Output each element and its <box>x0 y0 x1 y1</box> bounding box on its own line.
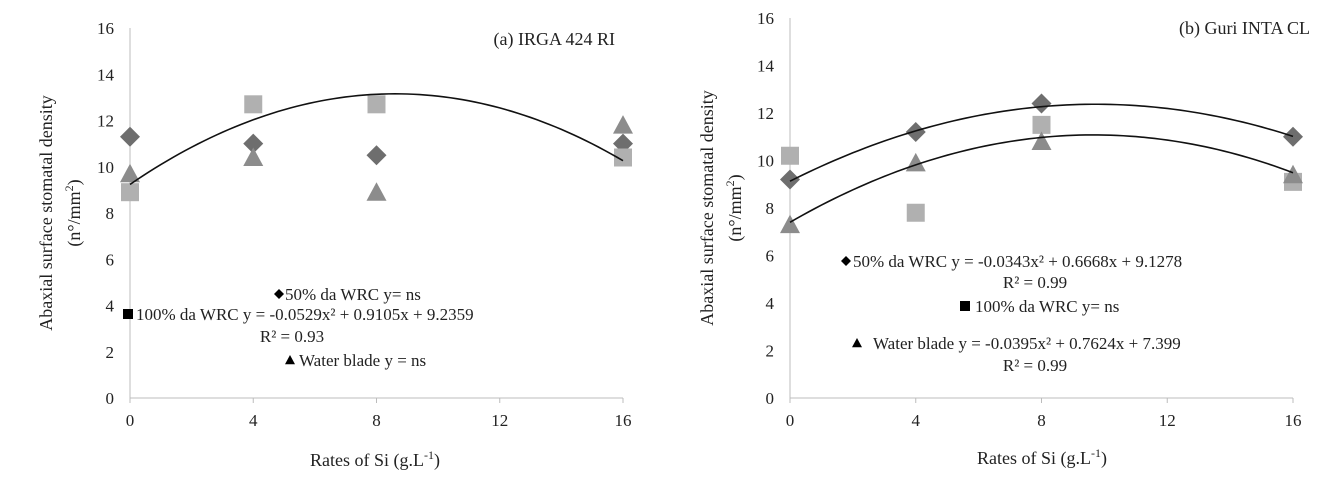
y-tick-label: 12 <box>97 112 114 131</box>
trendline <box>789 134 1294 223</box>
data-point-square <box>781 146 799 165</box>
legend-text: Water blade y = ns <box>299 351 426 370</box>
data-point-triangle <box>613 115 633 134</box>
data-point-square <box>244 95 263 114</box>
data-point-triangle <box>1283 164 1303 184</box>
legend-marker-square <box>960 301 970 311</box>
y-tick-label: 0 <box>106 389 115 408</box>
data-point-triangle <box>780 214 800 234</box>
x-tick-label: 16 <box>1285 411 1302 430</box>
y-axis-title: Abaxial surface stomatal density <box>36 95 56 330</box>
chart-title: (a) IRGA 424 RI <box>494 29 615 50</box>
y-tick-label: 6 <box>106 250 115 269</box>
legend-text: 50% da WRC y = -0.0343x² + 0.6668x + 9.1… <box>853 252 1182 271</box>
data-point-diamond <box>780 169 800 190</box>
legend-text: 50% da WRC y= ns <box>285 285 421 304</box>
data-point-square <box>367 95 386 114</box>
legend-marker-triangle <box>285 355 295 365</box>
data-point-triangle <box>120 163 140 183</box>
trendline <box>129 93 624 186</box>
chart-panel-a: 0 2 4 6 8 10 12 14 16 0 4 8 12 16 (a) IRGA 424 RI Abaxi… <box>36 19 633 471</box>
data-point-square <box>121 183 139 202</box>
data-point-diamond <box>243 133 264 154</box>
x-tick-label: 4 <box>912 411 921 430</box>
trendline <box>789 103 1294 182</box>
data-point-triangle <box>366 182 387 201</box>
data-point-diamond <box>120 126 140 147</box>
y-axis-unit: (n°/mm2) <box>62 179 85 246</box>
legend-text: 100% da WRC y = -0.0529x² + 0.9105x + 9.… <box>136 305 474 324</box>
chart-title: (b) Guri INTA CL <box>1179 18 1310 39</box>
legend-text: Water blade y = -0.0395x² + 0.7624x + 7.… <box>873 334 1181 353</box>
legend-text: R² = 0.99 <box>1003 356 1067 375</box>
legend-text: 100% da WRC y= ns <box>975 297 1119 316</box>
x-axis-title: Rates of Si (g.L-1) <box>977 446 1107 469</box>
data-point-diamond <box>905 122 926 142</box>
y-tick-label: 16 <box>757 9 774 28</box>
x-tick-label: 8 <box>1037 411 1046 430</box>
y-tick-label: 2 <box>106 343 115 362</box>
data-point-diamond <box>1283 126 1303 147</box>
legend-marker-diamond <box>274 289 284 299</box>
x-axis-title: Rates of Si (g.L-1) <box>310 448 440 471</box>
y-tick-label: 12 <box>757 104 774 123</box>
data-point-diamond <box>1031 93 1052 114</box>
legend-marker-square <box>123 309 133 319</box>
legend-text: R² = 0.99 <box>1003 273 1067 292</box>
legend-text: R² = 0.93 <box>260 327 324 346</box>
data-point-diamond <box>366 145 387 166</box>
data-point-square <box>614 148 632 167</box>
legend-marker-diamond <box>841 256 851 266</box>
y-axis-unit: (n°/mm2) <box>723 174 746 241</box>
data-point-triangle <box>1031 131 1052 150</box>
x-tick-label: 0 <box>786 411 795 430</box>
chart-panel-b: 0 2 4 6 8 10 12 14 16 0 4 8 12 16 (b) Guri INTA CL Abax… <box>697 9 1310 469</box>
data-point-square <box>906 203 925 222</box>
y-tick-label: 4 <box>106 297 115 316</box>
y-tick-label: 6 <box>766 247 775 266</box>
data-point-square <box>1032 115 1051 134</box>
data-point-triangle <box>243 147 264 166</box>
x-tick-label: 4 <box>249 411 258 430</box>
x-tick-label: 12 <box>491 411 508 430</box>
y-tick-label: 8 <box>766 199 775 218</box>
y-tick-label: 14 <box>97 65 115 84</box>
x-tick-label: 0 <box>126 411 135 430</box>
y-tick-label: 4 <box>766 294 775 313</box>
x-tick-label: 8 <box>372 411 381 430</box>
y-tick-label: 14 <box>757 57 775 76</box>
x-tick-label: 12 <box>1159 411 1176 430</box>
y-axis-title: Abaxial surface stomatal density <box>697 90 717 325</box>
y-tick-label: 2 <box>766 342 775 361</box>
y-tick-label: 8 <box>106 204 115 223</box>
x-tick-label: 16 <box>615 411 632 430</box>
legend-marker-triangle <box>852 338 862 348</box>
y-tick-label: 10 <box>757 152 774 171</box>
y-tick-label: 10 <box>97 158 114 177</box>
y-tick-label: 16 <box>97 19 114 38</box>
y-tick-label: 0 <box>766 389 775 408</box>
